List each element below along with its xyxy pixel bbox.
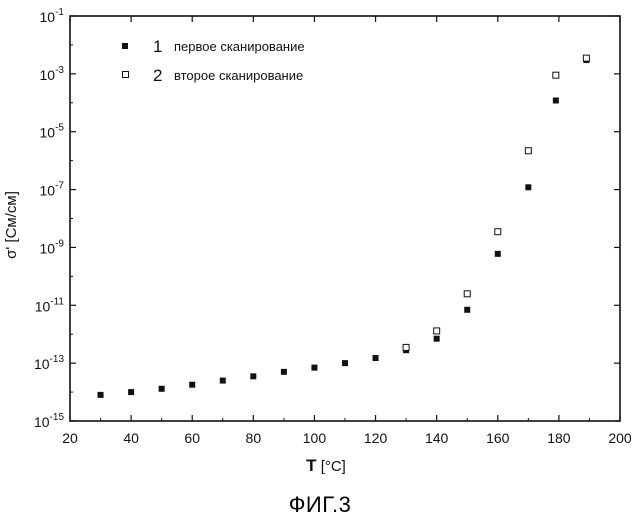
data-point-scan-2 bbox=[434, 328, 440, 334]
data-point-scan-1 bbox=[189, 382, 195, 388]
data-point-scan-2 bbox=[583, 55, 589, 61]
y-tick-label: 10-1 bbox=[40, 7, 65, 25]
y-axis-title: σ' [См/см] bbox=[3, 191, 20, 259]
x-tick-label: 160 bbox=[486, 430, 510, 446]
data-point-scan-1 bbox=[98, 392, 104, 398]
data-point-scan-1 bbox=[281, 369, 287, 375]
x-tick-label: 140 bbox=[425, 430, 449, 446]
x-tick-label: 20 bbox=[62, 430, 78, 446]
data-point-scan-1 bbox=[553, 97, 559, 103]
legend-marker-open-square bbox=[123, 72, 129, 78]
x-tick-label: 100 bbox=[303, 430, 327, 446]
legend-number-1: 1 bbox=[153, 37, 162, 56]
x-tick-label: 200 bbox=[608, 430, 632, 446]
x-tick-label: 120 bbox=[364, 430, 388, 446]
data-point-scan-1 bbox=[159, 386, 165, 392]
data-point-scan-2 bbox=[495, 229, 501, 235]
y-tick-label: 10-3 bbox=[40, 65, 65, 83]
x-tick-label: 60 bbox=[184, 430, 200, 446]
y-tick-label: 10-9 bbox=[40, 238, 65, 256]
data-point-scan-1 bbox=[525, 184, 531, 190]
figure-caption: ФИГ.3 bbox=[0, 492, 640, 518]
data-point-scan-2 bbox=[553, 72, 559, 78]
data-point-scan-2 bbox=[464, 291, 470, 297]
x-tick-label: 80 bbox=[246, 430, 262, 446]
x-tick-label: 40 bbox=[123, 430, 139, 446]
data-point-scan-1 bbox=[311, 365, 317, 371]
y-tick-label: 10-7 bbox=[40, 181, 65, 199]
data-point-scan-1 bbox=[128, 389, 134, 395]
data-point-scan-1 bbox=[495, 251, 501, 257]
y-tick-label: 10-11 bbox=[35, 296, 65, 314]
legend-marker-filled-square bbox=[122, 43, 128, 49]
x-axis-title: T [°C] bbox=[306, 456, 346, 475]
x-tick-label: 180 bbox=[547, 430, 571, 446]
data-point-scan-1 bbox=[434, 336, 440, 342]
data-point-scan-1 bbox=[342, 360, 348, 366]
data-point-scan-1 bbox=[373, 355, 379, 361]
legend-label-1: первое сканирование bbox=[174, 39, 305, 54]
legend: 1 первое сканирование 2 второе сканирова… bbox=[122, 37, 305, 85]
legend-label-2: второе сканирование bbox=[174, 68, 303, 83]
data-point-scan-1 bbox=[464, 307, 470, 313]
data-points bbox=[98, 55, 590, 398]
y-tick-label: 10-13 bbox=[34, 354, 64, 372]
data-point-scan-1 bbox=[250, 373, 256, 379]
legend-number-2: 2 bbox=[153, 66, 162, 85]
y-tick-label: 10-5 bbox=[40, 123, 65, 141]
y-tick-label: 10-15 bbox=[34, 412, 64, 430]
data-point-scan-2 bbox=[525, 148, 531, 154]
data-point-scan-2 bbox=[403, 344, 409, 350]
data-point-scan-1 bbox=[220, 378, 226, 384]
